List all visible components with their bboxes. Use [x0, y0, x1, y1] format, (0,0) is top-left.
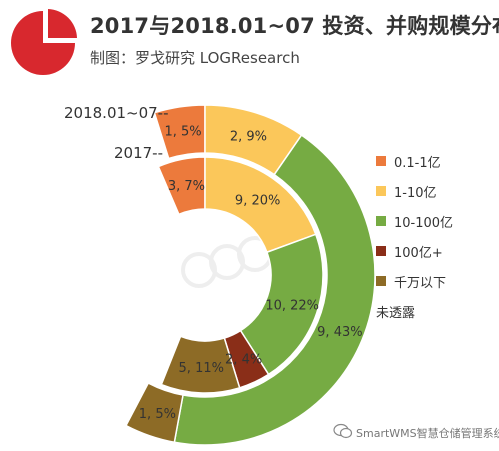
data-label-outer-4: 1, 5%: [139, 407, 176, 422]
legend-item-undisclosed: 未透露: [376, 296, 453, 326]
chart-subtitle: 制图：罗戈研究 LOGResearch: [90, 49, 300, 67]
chart-title: 2017与2018.01~07 投资、并购规模分布: [90, 14, 499, 38]
legend-item-100yi-plus: 100亿+: [376, 236, 453, 266]
legend-swatch-darkred: [376, 246, 386, 256]
data-label-inner-2: 10, 22%: [265, 298, 319, 313]
legend-label: 100亿+: [394, 245, 443, 261]
data-label-inner-3: 2, 4%: [225, 352, 262, 367]
legend-item-10-100yi: 10-100亿: [376, 206, 453, 236]
wechat-icon: [333, 423, 353, 439]
legend-item-under-10m: 千万以下: [376, 266, 453, 296]
legend-label: 10-100亿: [394, 215, 454, 231]
legend-item-1-10yi: 1-10亿: [376, 176, 453, 206]
logo-pie-body: [11, 11, 75, 75]
data-label-inner-0: 3, 7%: [168, 179, 205, 194]
data-label-outer-2: 9, 43%: [317, 325, 362, 340]
log-research-watermark: [181, 236, 273, 288]
legend-label: 未透露: [376, 305, 416, 321]
legend-label: 0.1-1亿: [394, 155, 441, 171]
data-label-inner-1: 9, 20%: [235, 194, 280, 209]
logo-pie-slice: [48, 9, 77, 38]
ring-label-2017: 2017--: [114, 144, 163, 162]
legend-label: 1-10亿: [394, 185, 437, 201]
data-label-inner-4: 5, 11%: [179, 361, 224, 376]
slice-inner-4: [160, 335, 241, 394]
data-label-outer-0: 1, 5%: [164, 125, 201, 140]
legend-swatch-green: [376, 216, 386, 226]
legend-item-0-1-1yi: 0.1-1亿: [376, 146, 453, 176]
watermark-text: SmartWMS智慧仓储管理系统: [356, 427, 499, 440]
ring-label-2018: 2018.01~07--: [64, 104, 169, 122]
logo-pie-icon: [11, 9, 77, 75]
legend-swatch-brown: [376, 276, 386, 286]
legend-label: 千万以下: [394, 275, 447, 291]
legend-swatch-orange: [376, 156, 386, 166]
data-label-outer-1: 2, 9%: [230, 130, 267, 145]
slice-outer-4: [124, 382, 184, 444]
legend: 0.1-1亿 1-10亿 10-100亿 100亿+ 千万以下 未透露: [376, 146, 453, 326]
slice-outer-2: [173, 134, 376, 446]
legend-swatch-yellow: [376, 186, 386, 196]
